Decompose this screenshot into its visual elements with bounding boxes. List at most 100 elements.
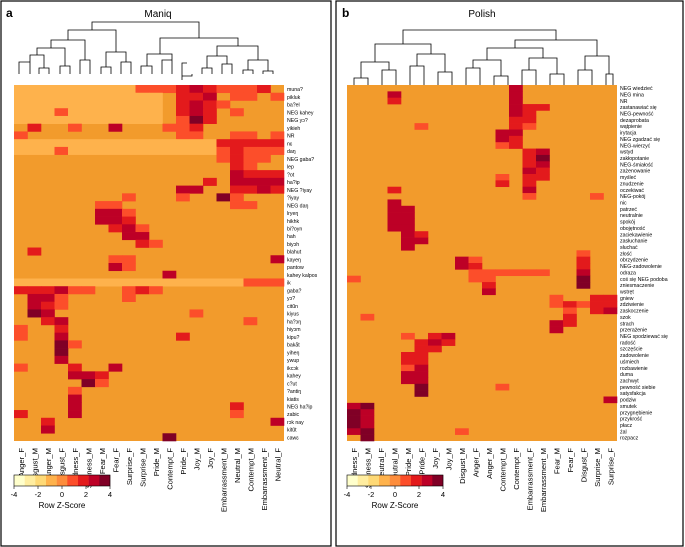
heatmap-cell	[68, 340, 82, 349]
row-label: bakãt	[287, 343, 300, 349]
heatmap-cell	[189, 146, 204, 155]
heatmap-cell	[257, 185, 271, 194]
heatmap-cell	[54, 348, 69, 357]
heatmap-cell	[54, 92, 69, 101]
heatmap-cell	[347, 415, 361, 423]
heatmap-cell	[347, 428, 361, 435]
heatmap-cell	[41, 100, 55, 109]
heatmap-cell	[441, 332, 456, 340]
row-label: pantow	[287, 265, 304, 271]
heatmap-cell	[95, 115, 109, 124]
row-label: patrzeć	[620, 207, 637, 213]
heatmap-cell	[257, 154, 271, 163]
heatmap-cell	[68, 115, 82, 124]
heatmap-cell	[95, 92, 109, 101]
row-label: NEG-śmiałość	[620, 162, 654, 168]
heatmap-cell	[536, 104, 550, 111]
heatmap-cell	[509, 129, 523, 137]
row-label: kipu?	[287, 335, 300, 341]
heatmap-cell	[81, 92, 96, 101]
heatmap-cell	[590, 193, 604, 200]
row-label: ha?ɔŋ	[287, 319, 301, 325]
heatmap-cell	[135, 100, 150, 109]
heatmap-cell	[176, 146, 190, 155]
heatmap-cell	[387, 205, 402, 213]
heatmap-cell	[14, 131, 28, 140]
column-label: Fear_F	[566, 448, 575, 473]
heatmap-cell	[401, 224, 415, 232]
column-label: Contempt_F	[512, 448, 521, 490]
row-label: daŋ	[287, 149, 296, 155]
row-label: znudzenie	[620, 181, 644, 187]
row-label: oczekiwać	[620, 188, 644, 194]
dendrogram-maniq	[18, 21, 274, 80]
heatmap-cell	[108, 201, 123, 210]
row-label: yikieh	[287, 126, 300, 132]
heatmap-cell	[54, 355, 69, 364]
heatmap-cell	[270, 139, 285, 148]
column-label: Fear_F	[111, 448, 120, 473]
heatmap-cell	[270, 146, 285, 155]
heatmap-cell	[468, 275, 483, 283]
column-label: Contempt_M	[498, 448, 507, 491]
column-label: Embarrassment_F	[260, 448, 269, 511]
heatmap-cell	[509, 110, 523, 118]
heatmap-cell	[482, 269, 496, 277]
heatmap-cell	[122, 208, 136, 217]
heatmap-cell	[270, 92, 285, 101]
heatmap-cell	[387, 212, 402, 219]
heatmap-cell	[495, 180, 510, 188]
column-label: Pride_F	[179, 448, 188, 475]
heatmap-cell	[95, 201, 109, 210]
row-label: hah	[287, 234, 296, 240]
heatmap-cell	[414, 364, 429, 372]
heatmap-cell	[176, 123, 190, 132]
heatmap-cell	[522, 186, 537, 194]
panel-a-label: a	[6, 6, 13, 20]
heatmap-cell	[189, 309, 204, 318]
heatmap-cell	[176, 332, 190, 341]
heatmap-cell	[522, 180, 537, 188]
heatmap-cell	[509, 123, 523, 130]
heatmap-cell	[428, 332, 442, 340]
heatmap-cell	[189, 123, 204, 132]
heatmap-cell	[401, 218, 415, 226]
heatmap-cell	[176, 185, 190, 194]
heatmap-cell	[509, 269, 523, 277]
heatmap-cell	[68, 123, 82, 132]
heatmap-cell	[495, 383, 510, 391]
heatmap-cell	[27, 278, 42, 287]
heatmap-cell	[122, 100, 136, 109]
column-label: Surprise_M	[138, 448, 147, 487]
heatmap-cell	[509, 135, 523, 143]
heatmap-cell	[414, 390, 429, 397]
heatmap-cell	[243, 139, 258, 148]
heatmap-cell	[522, 116, 537, 124]
column-label: Disgust_F	[579, 448, 588, 483]
heatmap-cell	[149, 286, 163, 295]
row-label: gniew	[620, 296, 634, 302]
heatmap-cell	[482, 288, 496, 296]
row-label: wstyd	[620, 150, 633, 156]
heatmap-cell	[41, 85, 55, 94]
heatmap-cell	[95, 278, 109, 287]
heatmap-cell	[509, 142, 523, 149]
heatmap-cell	[122, 146, 136, 155]
heatmap-cell	[509, 97, 523, 105]
heatmap-cell	[189, 108, 204, 117]
panel-a-title: Maniq	[144, 9, 171, 20]
heatmap-cell	[257, 278, 271, 287]
heatmap-cell	[14, 92, 28, 101]
heatmap-cell	[68, 146, 82, 155]
row-label: wstręt	[620, 290, 634, 296]
row-label: NEG wiedzieć	[620, 86, 653, 92]
heatmap-cell	[216, 146, 231, 155]
heatmap-cell	[536, 167, 550, 175]
heatmap-cell	[41, 293, 55, 302]
heatmap-cell	[149, 92, 163, 101]
heatmap-cell	[428, 345, 442, 353]
column-label: Neutral_F	[377, 448, 386, 482]
column-label: Anger_M	[485, 448, 494, 479]
heatmap-cell	[68, 85, 82, 94]
heatmap-cell	[162, 278, 177, 287]
